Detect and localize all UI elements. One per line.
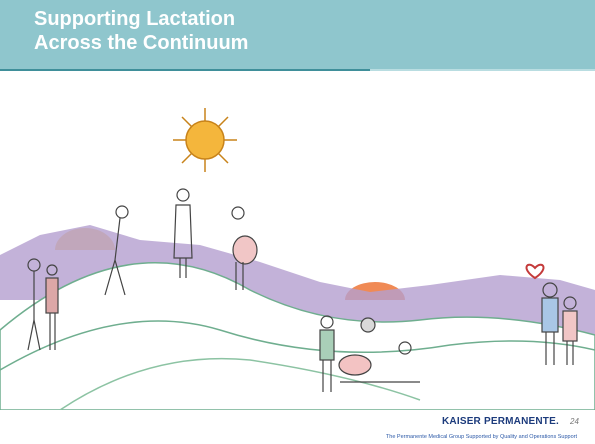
illustration xyxy=(0,74,595,410)
header-bar: Supporting Lactation Across the Continuu… xyxy=(0,0,595,70)
heart xyxy=(526,265,543,278)
sun xyxy=(173,108,237,172)
footer-credit: The Permanente Medical Group Supported b… xyxy=(386,434,577,440)
slide-title: Supporting Lactation Across the Continuu… xyxy=(34,7,248,55)
page-number: 24 xyxy=(570,417,579,426)
title-line: Supporting Lactation xyxy=(34,7,248,31)
header-rule xyxy=(0,69,595,71)
slide: Supporting Lactation Across the Continuu… xyxy=(0,0,595,444)
logo: KAISER PERMANENTE. xyxy=(442,416,559,427)
title-line: Across the Continuum xyxy=(34,31,248,55)
